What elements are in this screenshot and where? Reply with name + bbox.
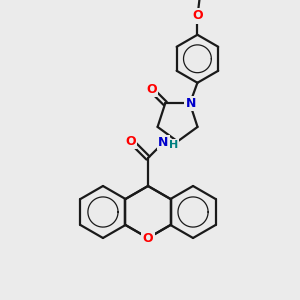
Text: O: O [192, 9, 203, 22]
Text: O: O [143, 232, 153, 245]
Text: O: O [146, 83, 157, 96]
Text: O: O [143, 232, 153, 245]
Text: N: N [158, 136, 169, 149]
Text: N: N [186, 97, 196, 110]
Text: O: O [125, 135, 136, 148]
Text: H: H [169, 140, 178, 150]
